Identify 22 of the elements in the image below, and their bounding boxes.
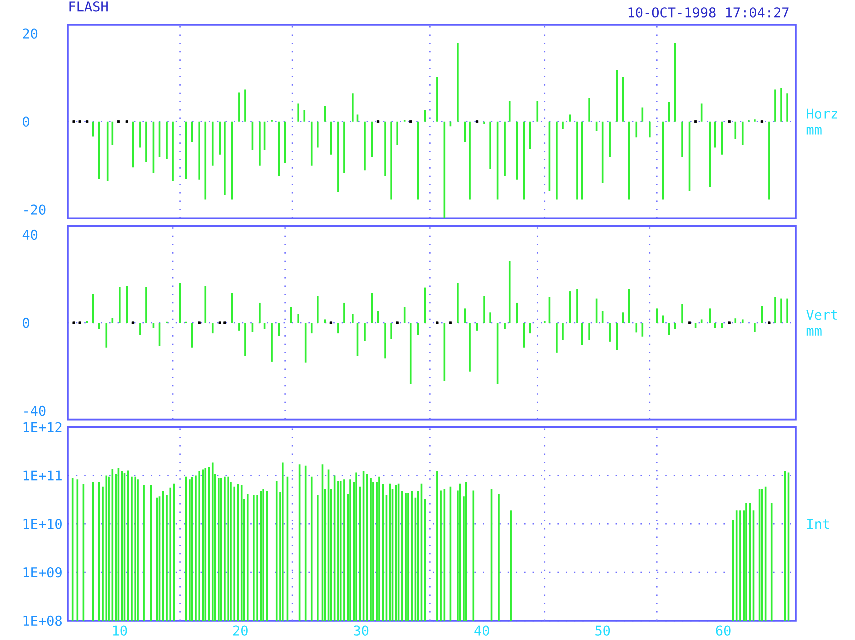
chart-title: FLASH: [70, 1, 108, 12]
y-tick-label: -40: [24, 406, 46, 416]
y-tick-label: 0: [23, 318, 30, 328]
y-tick-label: 1E+12: [24, 422, 62, 432]
y-tick-label: 1E+10: [24, 518, 62, 530]
chart-subtitle: 10-OCT-1998 17:04:27: [628, 7, 789, 18]
y-axis-title: Int: [808, 519, 830, 529]
y-tick-label: 20: [23, 28, 38, 39]
y-tick-label: 0: [23, 116, 30, 127]
y-tick-label: 40: [22, 230, 38, 240]
y-tick-label: -20: [24, 204, 46, 215]
x-tick-label: 50: [596, 625, 610, 636]
x-tick-label: 40: [474, 625, 490, 636]
y-axis-title: Vert mm: [806, 310, 838, 336]
y-tick-label: 1E+08: [24, 616, 62, 626]
x-tick-label: 30: [354, 625, 369, 636]
x-tick-label: 60: [716, 625, 731, 636]
y-axis-title: Horz mm: [806, 108, 838, 135]
y-tick-label: 1E+09: [24, 567, 62, 578]
y-tick-label: 1E+11: [24, 470, 62, 480]
x-tick-label: 10: [113, 625, 128, 636]
x-tick-label: 20: [234, 625, 248, 636]
